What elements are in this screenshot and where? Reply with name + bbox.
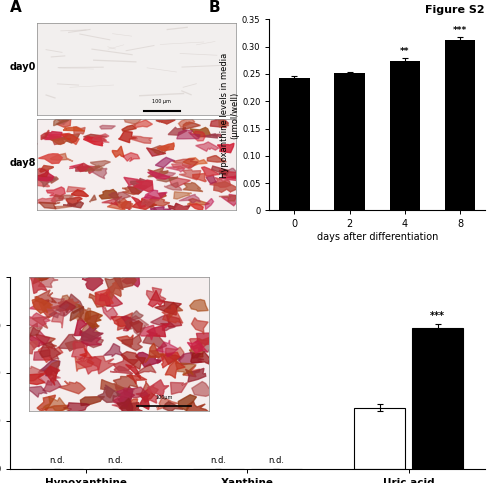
Bar <box>445 40 475 211</box>
Text: A: A <box>10 0 22 15</box>
Text: ***: *** <box>430 311 445 321</box>
Text: day8: day8 <box>10 157 36 168</box>
Y-axis label: Hypoxanthine levels in media
(μmol/well): Hypoxanthine levels in media (μmol/well) <box>220 52 239 178</box>
Text: ***: *** <box>453 26 467 35</box>
Text: n.d.: n.d. <box>210 455 226 465</box>
Text: B: B <box>209 0 220 15</box>
Text: day0: day0 <box>10 62 36 72</box>
Text: n.d.: n.d. <box>269 455 285 465</box>
Text: n.d.: n.d. <box>107 455 123 465</box>
Bar <box>354 408 405 469</box>
Bar <box>335 73 365 211</box>
X-axis label: days after differentiation: days after differentiation <box>317 232 438 242</box>
Text: Figure S2: Figure S2 <box>425 5 485 15</box>
Bar <box>390 61 420 211</box>
Bar <box>279 78 310 211</box>
Bar <box>412 327 464 469</box>
Text: n.d.: n.d. <box>49 455 65 465</box>
Text: **: ** <box>400 47 410 56</box>
